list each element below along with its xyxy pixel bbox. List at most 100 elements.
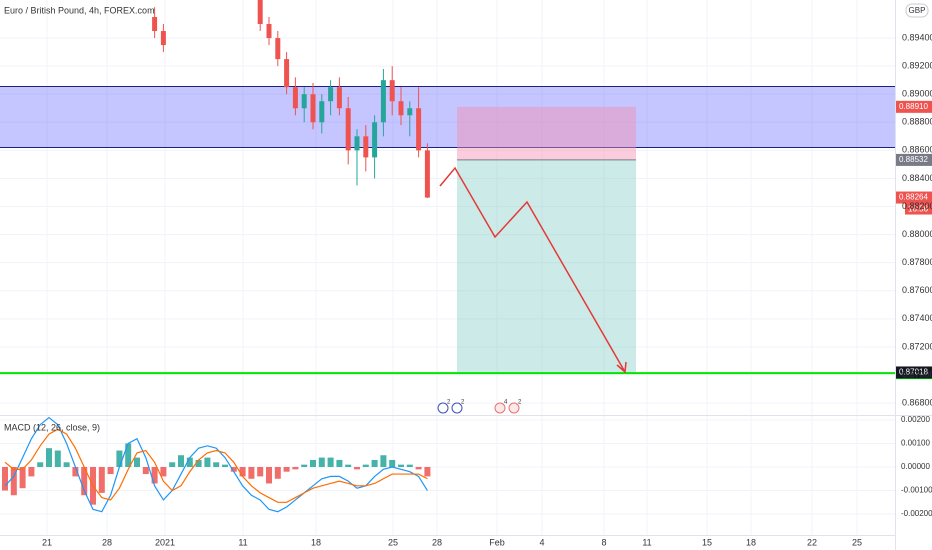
histogram-bar — [398, 464, 404, 467]
event-icon[interactable] — [494, 402, 506, 414]
main-pane — [0, 0, 895, 415]
histogram-bar — [274, 467, 281, 479]
histogram-bar — [72, 467, 79, 477]
candle-body — [301, 94, 307, 109]
event-count[interactable]: 2 — [447, 400, 451, 406]
histogram-bar — [230, 467, 237, 472]
histogram-bar — [292, 467, 299, 470]
x-tick-label: 25 — [852, 537, 862, 547]
zone — [0, 86, 895, 148]
event-count[interactable]: 4 — [504, 400, 508, 406]
histogram-bar — [160, 467, 167, 477]
x-tick-label: 21 — [42, 537, 52, 547]
histogram-bar — [266, 467, 272, 484]
x-tick-label: 25 — [388, 537, 398, 547]
y-tick-label: 0.88800 — [902, 117, 932, 127]
price-label: 0.87018 — [899, 368, 928, 377]
histogram-bar — [354, 467, 360, 470]
histogram-bar — [2, 467, 8, 491]
histogram-bar — [415, 467, 422, 470]
y-tick-label: 0.88600 — [902, 145, 932, 155]
event-icon[interactable] — [437, 402, 449, 414]
histogram-bar — [406, 464, 413, 467]
currency-badge[interactable] — [905, 3, 929, 18]
x-tick-label: 28 — [102, 537, 112, 547]
candle-body — [319, 101, 325, 123]
histogram-bar — [371, 459, 378, 467]
histogram-bar — [54, 450, 61, 467]
y-tick-label: 0.00100 — [901, 439, 930, 448]
countdown: 16:56 — [908, 205, 929, 214]
histogram-bar — [142, 467, 149, 475]
histogram-bar — [63, 462, 70, 467]
price-label-box — [896, 100, 932, 113]
candle-body — [328, 87, 334, 102]
histogram-bar — [380, 455, 387, 467]
signal-line — [4, 428, 428, 503]
price-label: 0.88264 — [899, 193, 928, 202]
histogram-bar — [107, 467, 114, 475]
x-tick-label: 11 — [642, 537, 651, 547]
candle-body — [284, 59, 290, 88]
event-count[interactable]: 2 — [461, 400, 465, 406]
histogram-bar — [222, 464, 228, 467]
y-tick-label: 0.89000 — [902, 89, 932, 99]
overlay: 0.889100.885320.882640.870130.8701816:56… — [437, 100, 932, 414]
candle-body — [416, 108, 422, 151]
event-icon[interactable] — [508, 402, 520, 414]
histogram-bar — [362, 464, 369, 467]
price-label-box — [896, 366, 932, 379]
y-tick-label: 0.87600 — [902, 285, 932, 295]
candle-body — [398, 101, 404, 116]
projection-arrow — [439, 166, 626, 373]
event-count[interactable]: 2 — [518, 400, 522, 406]
histogram-bar — [213, 462, 220, 467]
histogram-bar — [283, 467, 290, 472]
histogram-bar — [178, 455, 184, 467]
histogram-bar — [186, 457, 193, 467]
y-tick-label: 0.89400 — [902, 32, 932, 42]
candle-body — [424, 150, 430, 198]
x-tick-label: 18 — [746, 537, 756, 547]
countdown-box — [905, 203, 932, 215]
x-tick-label: 28 — [432, 537, 442, 547]
currency[interactable]: GBP — [909, 6, 926, 15]
x-tick-label: 2021 — [155, 537, 175, 547]
candle-body — [336, 87, 342, 109]
candle-body — [275, 38, 281, 60]
histogram-bar — [389, 459, 396, 467]
histogram-bar — [195, 459, 202, 467]
x-tick-label: 18 — [311, 537, 321, 547]
y-tick-label: 0.88200 — [902, 201, 932, 211]
x-tick-label: 4 — [539, 537, 544, 547]
chart-title: Euro / British Pound, 4h, FOREX.com — [4, 5, 155, 15]
candle-body — [407, 108, 413, 116]
x-tick-label: Feb — [489, 537, 505, 547]
candle-body — [266, 24, 272, 39]
price-label: 0.88910 — [899, 102, 928, 111]
histogram-bar — [336, 459, 343, 467]
histogram-bar — [98, 467, 105, 493]
histogram-bar — [169, 462, 176, 467]
histogram-bar — [151, 467, 158, 484]
histogram-bar — [257, 467, 264, 477]
histogram-bar — [301, 464, 308, 467]
histogram-bar — [37, 462, 44, 467]
y-tick-label: 0.00200 — [901, 415, 930, 424]
histogram-bar — [134, 457, 140, 467]
event-icon[interactable] — [451, 402, 463, 414]
candle-body — [345, 108, 351, 151]
histogram-bar — [116, 450, 123, 467]
y-tick-label: 0.87800 — [902, 257, 932, 267]
y-tick-label: 0.88400 — [902, 173, 932, 183]
candle-body — [152, 16, 158, 32]
histogram-bar — [28, 467, 35, 477]
histogram-bar — [81, 467, 88, 496]
y-tick-label: -0.00200 — [901, 509, 932, 518]
candle-body — [292, 87, 298, 109]
candle-body — [380, 80, 386, 123]
x-tick-label: 11 — [238, 537, 247, 547]
y-tick-label: 0.86800 — [902, 397, 932, 407]
y-tick-label: 0.87000 — [902, 369, 932, 379]
macd-line — [4, 416, 428, 513]
